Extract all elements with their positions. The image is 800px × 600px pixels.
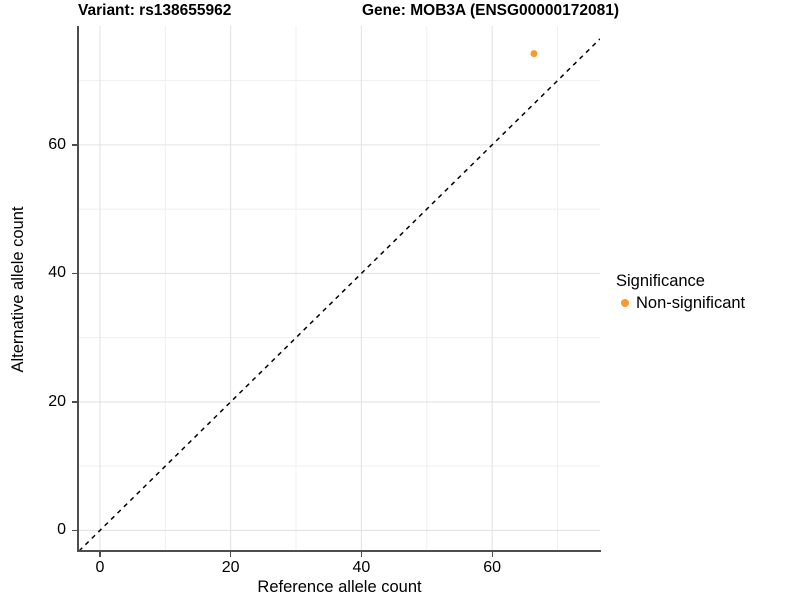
y-tick-mark bbox=[72, 401, 77, 403]
y-tick-label: 20 bbox=[48, 392, 66, 410]
x-tick-label: 0 bbox=[95, 559, 105, 576]
y-tick-mark bbox=[72, 144, 77, 146]
y-axis-title: Alternative allele count bbox=[9, 206, 27, 373]
legend-item-label: Non-significant bbox=[636, 293, 746, 312]
x-tick-mark bbox=[360, 552, 363, 557]
legend: Significance Non-significant bbox=[616, 272, 745, 313]
x-axis-line bbox=[78, 550, 601, 552]
legend-items: Non-significant bbox=[616, 293, 745, 313]
legend-item[interactable]: Non-significant bbox=[616, 293, 745, 313]
grid-minor-lines bbox=[79, 26, 600, 551]
y-tick-mark bbox=[72, 529, 77, 532]
plot-canvas bbox=[79, 26, 600, 551]
data-point bbox=[530, 50, 538, 58]
x-tick-mark bbox=[230, 552, 232, 557]
plot-panel bbox=[79, 26, 600, 551]
x-tick-label: 20 bbox=[221, 559, 240, 576]
y-axis-line bbox=[77, 26, 79, 552]
x-tick-mark bbox=[491, 552, 493, 557]
y-tick-label: 60 bbox=[48, 135, 66, 153]
x-tick-label: 40 bbox=[352, 559, 371, 576]
legend-key-swatch bbox=[616, 294, 634, 312]
x-axis-title: Reference allele count bbox=[257, 578, 422, 596]
identity-diagonal-line bbox=[79, 38, 600, 551]
x-tick-label: 60 bbox=[483, 559, 502, 576]
grid-major-lines bbox=[79, 26, 600, 551]
data-points bbox=[530, 50, 538, 58]
gene-title: Gene: MOB3A (ENSG00000172081) bbox=[362, 2, 620, 19]
variant-title: Variant: rs138655962 bbox=[78, 2, 232, 19]
x-tick-mark bbox=[99, 552, 101, 557]
legend-dot-icon bbox=[621, 299, 629, 307]
y-tick-mark bbox=[72, 272, 77, 275]
chart-title-row: Variant: rs138655962 Gene: MOB3A (ENSG00… bbox=[0, 2, 800, 24]
y-tick-label: 40 bbox=[48, 264, 66, 282]
legend-title: Significance bbox=[616, 272, 705, 290]
y-tick-label: 0 bbox=[57, 521, 66, 539]
